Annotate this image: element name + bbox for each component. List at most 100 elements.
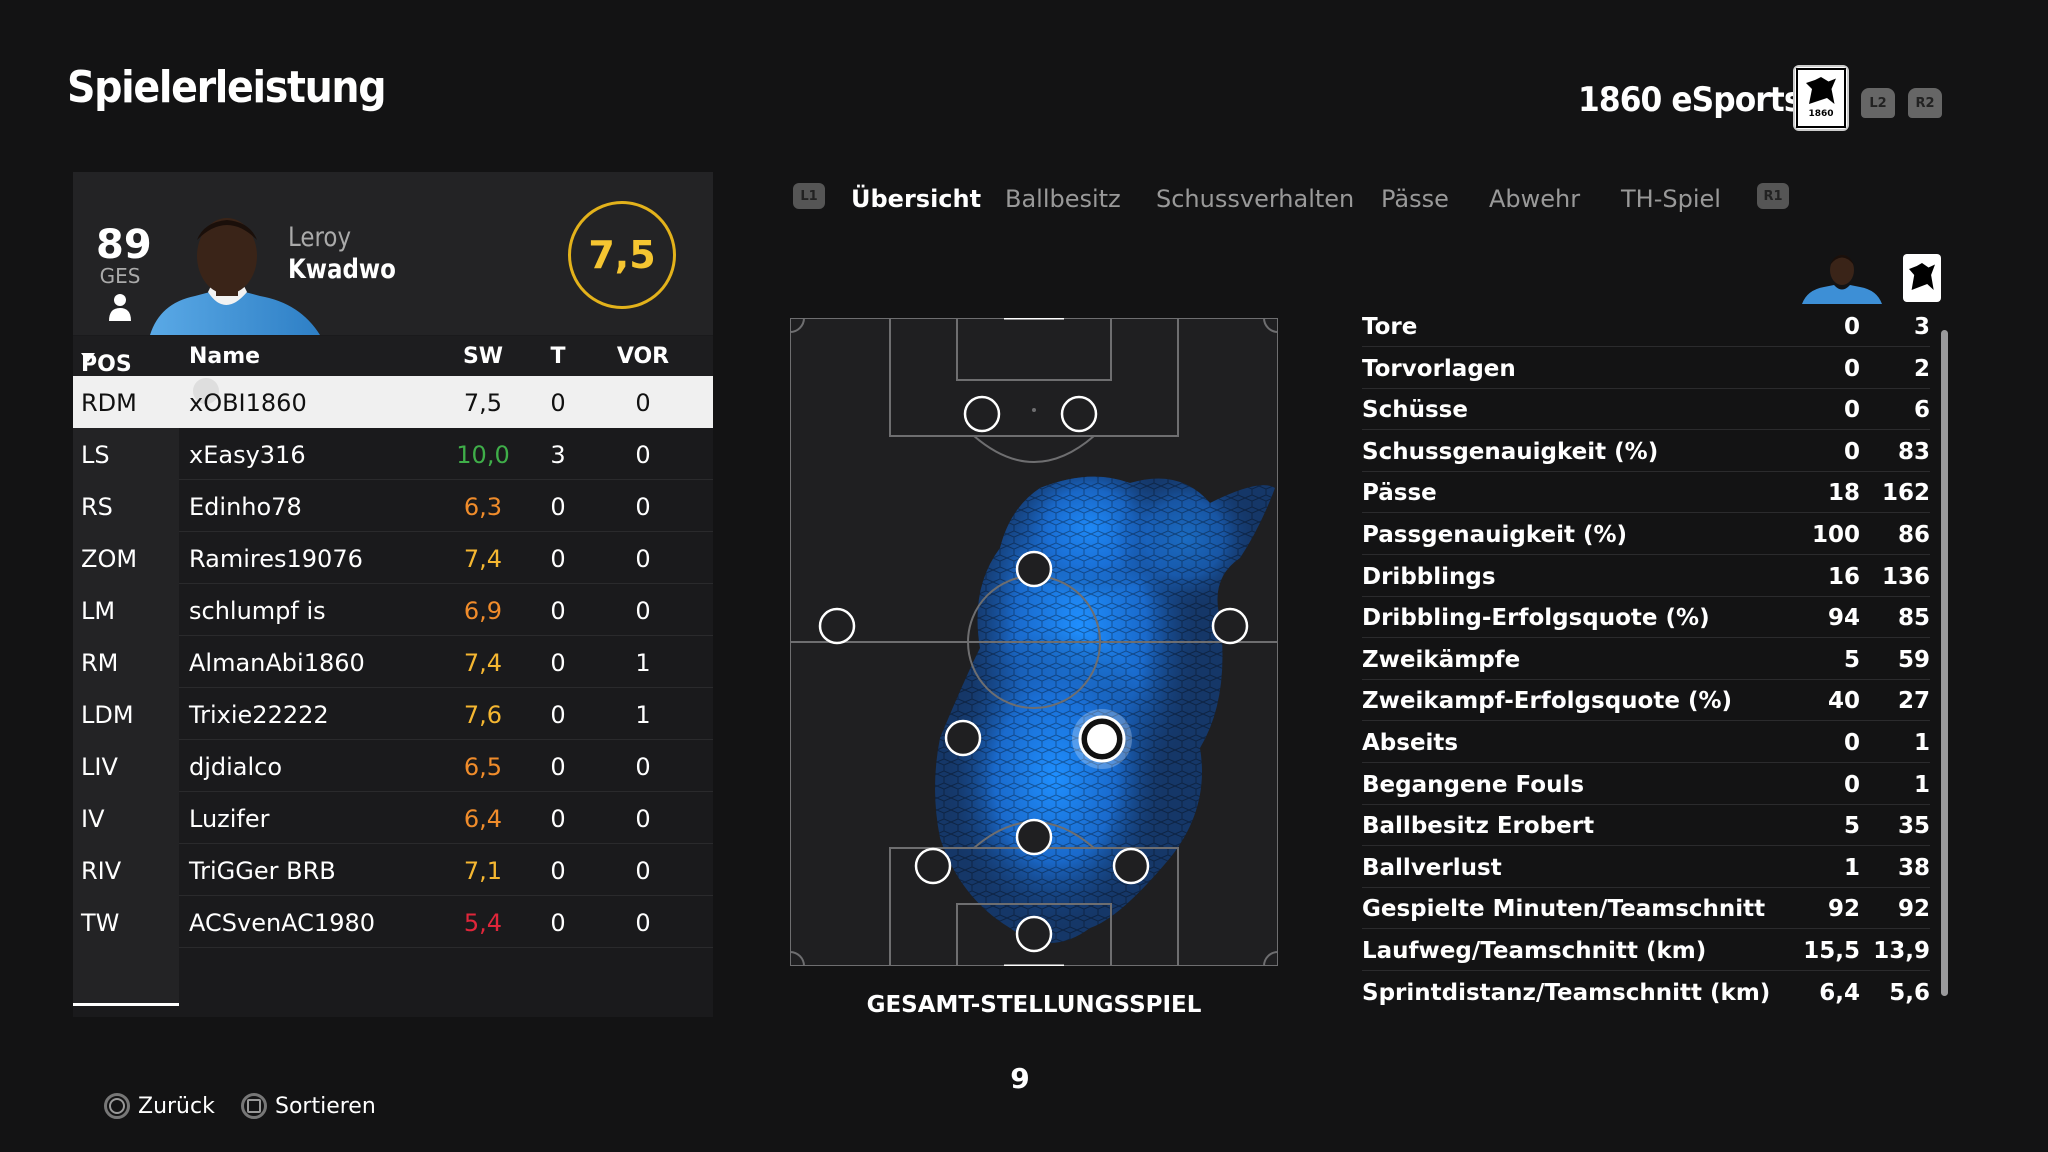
tab-schussverhalten[interactable]: Schussverhalten (1156, 185, 1355, 213)
row-position: LDM (81, 701, 134, 729)
club-crest: 1860 (1793, 65, 1849, 131)
r2-button[interactable]: R2 (1908, 88, 1942, 118)
row-position: TW (81, 909, 120, 937)
l2-button[interactable]: L2 (1861, 88, 1895, 118)
header-vor[interactable]: VOR (616, 344, 670, 369)
table-row[interactable]: ZOM Ramires19076 7,4 0 0 (73, 532, 713, 584)
row-player-name: Ramires19076 (189, 545, 363, 573)
stat-divider (1362, 928, 1930, 930)
stat-team-value: 27 (1897, 688, 1930, 715)
row-goals: 0 (550, 389, 566, 417)
stat-divider (1362, 803, 1930, 805)
stat-label: Begangene Fouls (1362, 771, 1585, 798)
row-divider (179, 895, 713, 896)
club-name: 1860 eSports (1578, 80, 1802, 120)
row-divider (179, 635, 713, 636)
player-markers (818, 395, 1249, 953)
match-rating: 7,5 (588, 233, 656, 277)
tab-paesse[interactable]: Pässe (1381, 185, 1449, 213)
circle-button-icon (104, 1093, 130, 1119)
row-position: RM (81, 649, 119, 677)
table-row[interactable]: RM AlmanAbi1860 7,4 0 1 (73, 636, 713, 688)
row-assists: 0 (635, 805, 651, 833)
tab-abwehr[interactable]: Abwehr (1489, 185, 1581, 213)
stat-divider (1362, 886, 1930, 888)
match-rating-ring: 7,5 (568, 201, 676, 309)
stat-divider (1362, 387, 1930, 389)
row-rating: 10,0 (456, 441, 510, 469)
table-row[interactable]: LM schlumpf is 6,9 0 0 (73, 584, 713, 636)
row-divider (179, 843, 713, 844)
stat-team-value: 86 (1897, 522, 1930, 548)
stat-player-value: 0 (1843, 771, 1860, 798)
stat-label: Abseits (1362, 730, 1459, 756)
stat-row: Gespielte Minuten/Teamschnitt 92 92 (1362, 888, 1930, 930)
header-pos[interactable]: POS (81, 352, 132, 377)
stat-row: Dribbling-Erfolgsquote (%) 94 85 (1362, 597, 1930, 639)
back-label: Zurück (138, 1093, 215, 1119)
stat-row: Zweikämpfe 5 59 (1362, 639, 1930, 680)
stat-divider (1362, 762, 1930, 763)
row-player-name: Luzifer (189, 805, 270, 833)
stat-row: Schüsse 0 6 (1362, 389, 1930, 431)
row-assists: 0 (635, 545, 651, 573)
row-divider (179, 947, 713, 948)
stat-row: Zweikampf-Erfolgsquote (%) 40 27 (1362, 680, 1930, 722)
table-row[interactable]: RS Edinho78 6,3 0 0 (73, 480, 713, 532)
tab-th-spiel[interactable]: TH-Spiel (1621, 185, 1721, 213)
stat-label: Gespielte Minuten/Teamschnitt (1362, 896, 1766, 923)
row-divider (179, 531, 713, 532)
tab-ballbesitz[interactable]: Ballbesitz (1005, 185, 1121, 213)
table-row[interactable]: RDM xOBI1860 7,5 0 0 (73, 376, 713, 428)
row-assists: 0 (635, 389, 651, 417)
sort-hint[interactable]: Sortieren (241, 1093, 376, 1119)
stat-player-value: 0 (1843, 730, 1860, 756)
stat-player-value: 6,4 (1819, 979, 1860, 1006)
stat-team-value: 6 (1913, 397, 1930, 424)
stat-label: Ballbesitz Erobert (1362, 813, 1595, 840)
stat-row: Torvorlagen 0 2 (1362, 348, 1930, 389)
person-icon (109, 294, 131, 321)
table-row[interactable]: LIV djdialco 6,5 0 0 (73, 740, 713, 792)
stat-player-value: 100 (1811, 522, 1860, 548)
row-rating: 6,4 (463, 805, 503, 833)
row-assists: 0 (635, 909, 651, 937)
row-rating: 5,4 (463, 909, 503, 937)
header-t[interactable]: T (550, 344, 566, 369)
stat-label: Pässe (1362, 480, 1437, 507)
stat-player-value: 92 (1827, 896, 1860, 923)
table-row[interactable]: LDM Trixie22222 7,6 0 1 (73, 688, 713, 740)
row-goals: 0 (550, 805, 566, 833)
row-position: ZOM (81, 545, 138, 573)
table-row[interactable]: LS xEasy316 10,0 3 0 (73, 428, 713, 480)
l1-button[interactable]: L1 (793, 183, 825, 209)
back-hint[interactable]: Zurück (104, 1093, 215, 1119)
stats-scrollbar-thumb[interactable] (1941, 330, 1948, 996)
table-row[interactable]: IV Luzifer 6,4 0 0 (73, 792, 713, 844)
overall-rating: 89 (96, 222, 152, 268)
stat-label: Schussgenauigkeit (%) (1362, 438, 1659, 465)
stat-team-value: 136 (1881, 563, 1930, 590)
row-position: LIV (81, 753, 118, 781)
stat-team-value: 3 (1913, 314, 1930, 340)
player-mini-photo (1802, 255, 1882, 304)
stat-label: Schüsse (1362, 397, 1468, 424)
position-column (73, 376, 179, 1006)
row-assists: 1 (635, 701, 651, 729)
tab-uebersicht[interactable]: Übersicht (851, 185, 982, 213)
stat-player-value: 1 (1843, 854, 1860, 881)
r1-button[interactable]: R1 (1757, 183, 1789, 209)
row-assists: 0 (635, 753, 651, 781)
stat-divider (1362, 346, 1930, 347)
stat-team-value: 83 (1897, 438, 1930, 465)
sort-down-icon (81, 353, 95, 362)
header-sw[interactable]: SW (462, 344, 504, 369)
header-name[interactable]: Name (189, 344, 261, 369)
stat-divider (1362, 554, 1930, 555)
table-row[interactable]: TW ACSvenAC1980 5,4 0 0 (73, 896, 713, 948)
row-rating: 7,6 (463, 701, 503, 729)
stat-row: Passgenauigkeit (%) 100 86 (1362, 514, 1930, 555)
table-row[interactable]: RIV TriGGer BRB 7,1 0 0 (73, 844, 713, 896)
row-player-name: AlmanAbi1860 (189, 649, 365, 677)
stat-label: Dribbling-Erfolgsquote (%) (1362, 605, 1710, 632)
